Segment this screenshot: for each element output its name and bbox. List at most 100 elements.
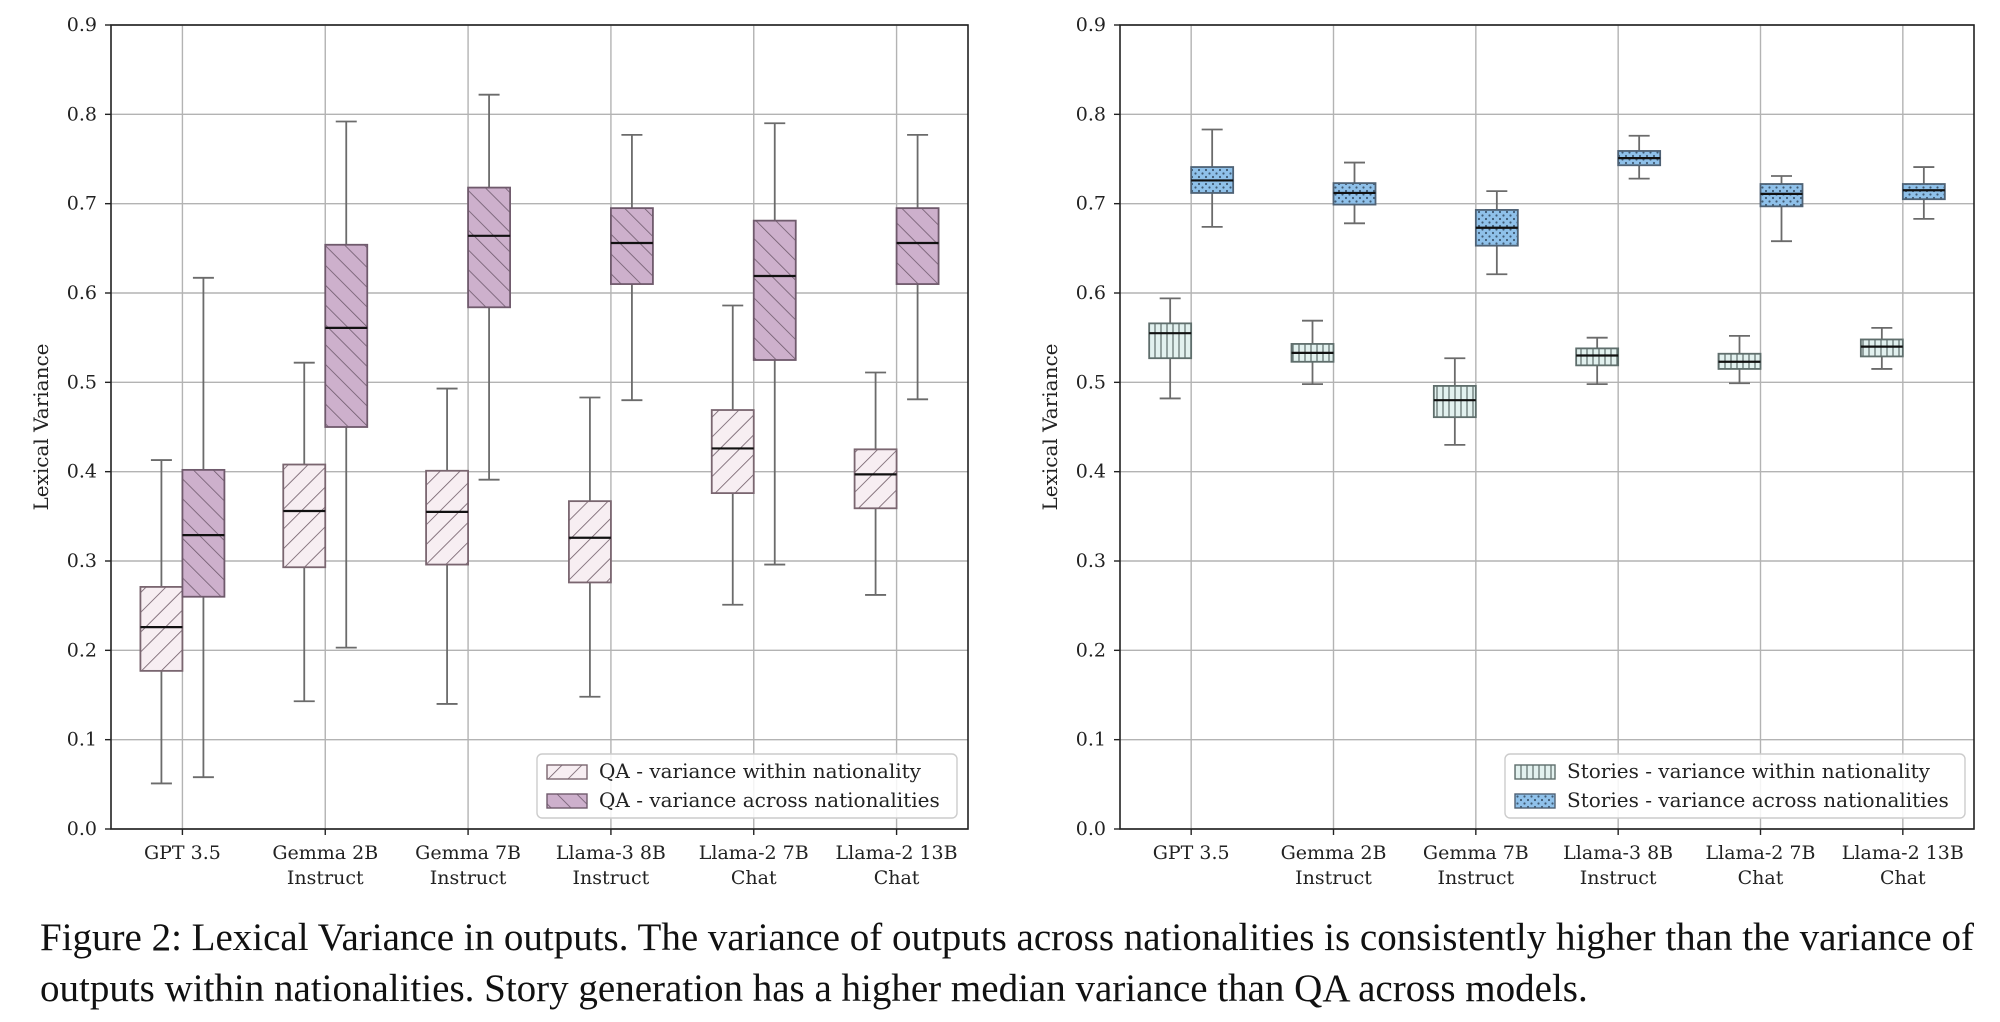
y-tick-label: 0.9	[67, 14, 97, 36]
figure-caption: Figure 2: Lexical Variance in outputs. T…	[40, 916, 1974, 1010]
box-4	[1617, 134, 1662, 180]
legend-label: Stories - variance within nationality	[1567, 759, 1931, 783]
box-body	[467, 186, 511, 309]
legend: QA - variance within nationality QA - var…	[536, 753, 958, 819]
y-tick-label: 0.6	[67, 282, 97, 304]
y-tick-label: 0.1	[67, 729, 97, 751]
y-tick-label: 0.0	[1076, 818, 1106, 840]
x-tick-label: Llama-2 13B Chat	[1842, 842, 1964, 889]
x-tick-label: Llama-2 7B Chat	[1706, 842, 1816, 889]
x-tick-label-line: Llama-2 7B	[1706, 842, 1816, 864]
box-4	[610, 133, 654, 402]
box-3	[467, 93, 511, 481]
y-tick-label: 0.3	[1076, 550, 1106, 572]
y-tick-label: 0.7	[67, 193, 97, 215]
box-body	[1432, 385, 1477, 419]
box-body	[1759, 183, 1804, 208]
box-5	[1759, 175, 1804, 243]
box-body	[895, 207, 940, 285]
x-tick-label-line: Instruct	[1295, 867, 1372, 889]
series-within	[1148, 297, 1904, 446]
y-axis-label: Lexical Variance	[29, 343, 53, 510]
y-tick-label: 0.8	[67, 103, 97, 125]
x-tick-label-line: Gemma 2B	[1281, 842, 1387, 864]
x-tick-label-line: Gemma 2B	[272, 842, 378, 864]
x-tick-label-line: GPT 3.5	[144, 842, 221, 864]
box-body	[1148, 322, 1193, 360]
legend-label: Stories - variance across nationalities	[1567, 788, 1949, 812]
series-across	[1190, 128, 1946, 276]
box-1	[139, 459, 184, 785]
y-tick-label: 0.8	[1076, 103, 1106, 125]
x-tick-label-line: Chat	[1880, 867, 1926, 889]
x-tick-label-line: Instruct	[1580, 867, 1657, 889]
legend-swatch	[1514, 793, 1556, 809]
y-tick-label: 0.4	[1076, 461, 1106, 483]
x-tick-label-line: GPT 3.5	[1153, 842, 1230, 864]
x-tick-label: Gemma 7B Instruct	[1423, 842, 1529, 889]
x-tick-label-line: Llama-3 8B	[556, 842, 666, 864]
box-5	[710, 304, 755, 606]
x-tick-label-line: Llama-2 7B	[699, 842, 809, 864]
box-3	[1474, 190, 1519, 276]
x-tick-label: Llama-3 8B Instruct	[556, 842, 666, 889]
legend-label: QA - variance across nationalities	[599, 788, 940, 812]
x-tick-label-line: Gemma 7B	[415, 842, 521, 864]
series-across	[181, 93, 940, 779]
chart-panel-2: 0.0 0.1 0.2 0.3 0.4 0.5 0.6 0.7 0.8 0.9 GPT 3.5 Gem…	[1038, 14, 1975, 889]
y-axis-label: Lexical Variance	[1038, 343, 1062, 510]
x-tick-label: Llama-2 13B Chat	[836, 842, 958, 889]
box-2	[1332, 161, 1377, 225]
box-body	[752, 219, 797, 361]
y-tick-label: 0.5	[67, 371, 97, 393]
axes-frame	[110, 24, 969, 830]
box-body	[710, 409, 755, 495]
legend-frame	[1504, 753, 1966, 819]
box-6	[1901, 166, 1946, 220]
x-tick-label-line: Instruct	[1437, 867, 1514, 889]
box-5	[752, 122, 797, 566]
x-tick-label: Llama-3 8B Instruct	[1563, 842, 1673, 889]
x-tick-label-line: Instruct	[287, 867, 364, 889]
x-tick-label-line: Llama-3 8B	[1563, 842, 1673, 864]
y-tick-label: 0.2	[67, 639, 97, 661]
x-tick-label: Gemma 7B Instruct	[415, 842, 521, 889]
box-6	[895, 133, 940, 401]
box-body	[181, 468, 226, 598]
y-tick-label: 0.7	[1076, 193, 1106, 215]
legend: Stories - variance within nationality Sto…	[1504, 753, 1966, 819]
series-within	[139, 304, 898, 785]
box-body	[1575, 347, 1620, 367]
x-tick-label-line: Gemma 7B	[1423, 842, 1529, 864]
y-tick-label: 0.5	[1076, 371, 1106, 393]
legend-frame	[536, 753, 958, 819]
box-body	[425, 469, 469, 566]
x-tick-label: Llama-2 7B Chat	[699, 842, 809, 889]
box-body	[139, 586, 184, 672]
legend-label: QA - variance within nationality	[599, 759, 922, 783]
chart-panel-1: 0.0 0.1 0.2 0.3 0.4 0.5 0.6 0.7 0.8 0.9 GPT 3.5 Gem…	[29, 14, 969, 889]
y-tick-label: 0.9	[1076, 14, 1106, 36]
legend-swatch	[1514, 764, 1556, 780]
y-tick-label: 0.1	[1076, 729, 1106, 751]
box-3	[1432, 357, 1477, 446]
box-6	[1859, 326, 1904, 370]
box-body	[324, 243, 369, 428]
x-tick-label: Gemma 2B Instruct	[1281, 842, 1387, 889]
x-tick-label: GPT 3.5	[144, 842, 221, 864]
box-6	[853, 371, 898, 596]
axes-frame	[1119, 24, 1975, 830]
x-tick-label: GPT 3.5	[1153, 842, 1230, 864]
y-tick-label: 0.3	[67, 550, 97, 572]
box-4	[1575, 336, 1620, 386]
y-tick-label: 0.4	[67, 461, 97, 483]
legend-swatch	[546, 793, 588, 809]
box-body	[610, 207, 654, 285]
box-2	[324, 120, 369, 649]
box-1	[1148, 297, 1193, 400]
box-1	[1190, 128, 1235, 228]
box-3	[425, 387, 469, 705]
box-body	[853, 448, 898, 510]
y-tick-label: 0.0	[67, 818, 97, 840]
box-body	[1901, 183, 1946, 201]
